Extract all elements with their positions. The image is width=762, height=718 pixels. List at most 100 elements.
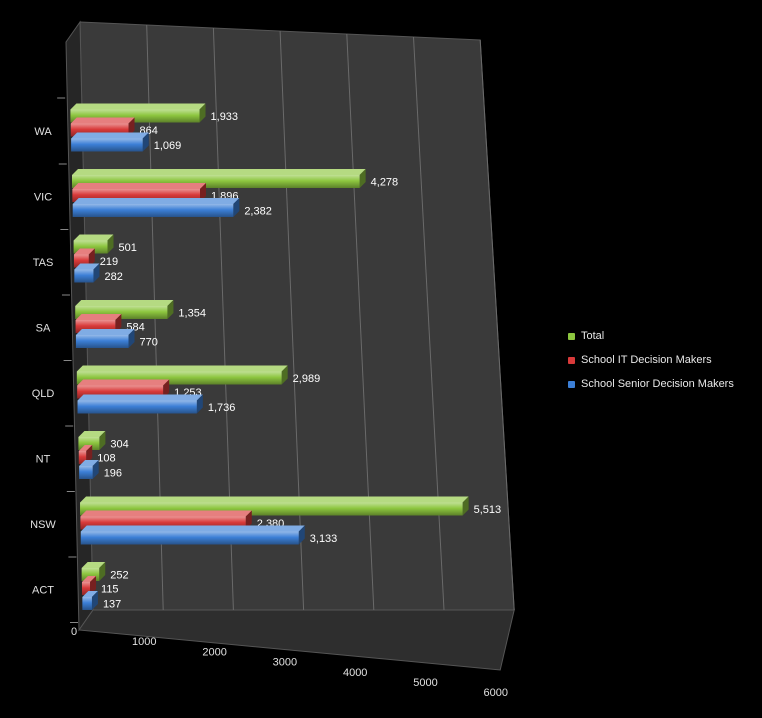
bar-top-vic-2 [72,198,240,204]
data-label-act-1: 115 [101,584,119,596]
bar-top-nt-1 [78,445,93,451]
bar-end-act-0 [99,562,106,581]
legend-swatch-total [568,332,575,340]
data-label-tas-0: 501 [119,242,137,254]
x-tick-label-2000: 2000 [202,646,226,658]
legend-item-total: Total [568,324,758,348]
data-label-sa-0: 1,354 [178,308,206,320]
bar-end-tas-2 [93,263,100,283]
bar-vic-2 [72,204,234,217]
bar-sa-2 [75,335,129,348]
bar-top-nsw-2 [80,525,305,532]
bar-top-vic-1 [72,183,207,189]
category-label-sa: SA [36,323,51,335]
data-label-qld-0: 2,989 [293,373,321,385]
bar-qld-2 [77,400,197,414]
category-label-vic: VIC [34,192,52,204]
bar-top-vic-0 [71,169,366,175]
bar-end-nsw-1 [245,510,252,530]
bar-top-sa-2 [75,329,135,335]
bar-end-qld-1 [163,379,170,399]
legend-item-senior: School Senior Decision Makers [568,372,758,396]
bar-top-qld-2 [77,394,203,401]
bar-end-qld-0 [281,365,288,385]
bar-top-tas-1 [73,248,95,255]
bar-end-act-1 [90,576,97,595]
bar-top-act-2 [82,591,98,597]
bar-top-sa-1 [75,314,122,320]
data-label-tas-2: 282 [104,271,122,283]
bar-top-qld-0 [76,365,288,372]
bar-top-wa-0 [70,103,206,110]
bar-end-wa-0 [199,103,206,123]
bar-end-vic-1 [200,183,207,202]
data-label-qld-2: 1,736 [208,402,236,414]
data-label-nt-2: 196 [104,468,122,480]
gridline-6000 [479,39,515,611]
bar-end-wa-1 [128,117,135,137]
bar-end-vic-2 [233,198,240,217]
x-tick-label-6000: 6000 [484,687,508,699]
legend-item-it: School IT Decision Makers [568,348,758,372]
data-label-nt-1: 108 [97,453,115,465]
bar-tas-2 [74,269,94,283]
bar-nt-2 [79,466,93,479]
x-tick-label-4000: 4000 [343,667,367,679]
bar-top-nsw-1 [80,510,252,517]
bar-nt-1 [78,451,87,464]
category-label-tas: TAS [33,257,54,269]
bar-top-nsw-0 [80,496,469,503]
bar-top-tas-0 [73,234,114,241]
data-label-nt-0: 304 [110,439,128,451]
category-label-nt: NT [36,454,51,466]
category-label-act: ACT [32,585,54,597]
legend-label-senior: School Senior Decision Makers [581,378,734,390]
bar-end-nt-2 [92,460,99,479]
data-label-vic-0: 4,278 [371,177,399,189]
bar-top-act-0 [81,562,106,568]
legend-swatch-senior [568,380,575,388]
legend: Total School IT Decision Makers School S… [568,324,758,396]
data-label-vic-2: 2,382 [244,206,272,218]
bar-top-nt-0 [78,431,106,437]
bar-end-nt-0 [99,431,106,450]
bar-top-qld-1 [77,379,170,386]
bar-end-sa-1 [115,314,122,333]
category-label-qld: QLD [32,388,55,400]
bar-end-nsw-2 [298,525,305,545]
bar-top-tas-2 [74,263,100,270]
x-tick-label-5000: 5000 [413,677,437,689]
legend-label-it: School IT Decision Makers [581,354,712,366]
x-tick-label-0: 0 [71,626,77,638]
legend-swatch-it [568,356,575,364]
bar-end-sa-2 [128,329,135,348]
x-tick-label-3000: 3000 [273,657,297,669]
bar-end-wa-2 [142,132,149,152]
bar-end-nsw-0 [462,496,469,516]
legend-label-total: Total [581,330,605,342]
bar-top-nt-2 [79,460,99,466]
data-label-sa-2: 770 [140,337,158,349]
bar-wa-2 [71,138,143,152]
bar-nsw-2 [80,531,299,545]
category-label-nsw: NSW [30,519,56,531]
data-label-nsw-2: 3,133 [310,533,338,545]
category-label-wa: WA [34,126,52,138]
bar-act-2 [82,597,92,610]
bar-end-act-2 [91,591,98,610]
data-label-nsw-0: 5,513 [474,504,502,516]
bar-top-act-1 [81,576,97,582]
bar-end-nt-1 [86,445,93,464]
data-label-wa-2: 1,069 [154,140,182,152]
bar-end-qld-2 [196,394,203,414]
bar-top-wa-1 [70,117,135,124]
data-label-wa-0: 1,933 [211,111,239,123]
bar-top-sa-0 [75,300,174,306]
data-label-tas-1: 219 [100,256,118,268]
bar-end-sa-0 [167,300,174,319]
bar-end-tas-1 [88,248,95,268]
bar-top-wa-2 [71,132,149,139]
bar-end-tas-0 [107,234,114,254]
